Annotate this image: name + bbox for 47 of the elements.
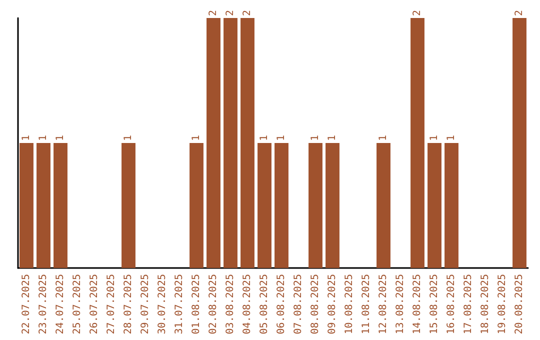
x-tick-label: 29.07.2025 [140, 274, 151, 334]
x-tick-label: 17.08.2025 [463, 274, 474, 334]
data-label: 1 [259, 134, 270, 141]
data-label: 1 [429, 134, 440, 141]
x-tick-label: 06.08.2025 [276, 274, 287, 334]
data-label: 1 [21, 134, 32, 141]
data-label: 2 [242, 10, 253, 16]
x-tick-label: 23.07.2025 [38, 274, 49, 334]
data-label: 2 [208, 10, 219, 16]
x-tick-label: 13.08.2025 [395, 274, 406, 334]
x-tick-label: 12.08.2025 [378, 274, 389, 334]
x-tick-label: 19.08.2025 [497, 274, 508, 334]
data-label: 2 [412, 10, 423, 16]
data-label: 1 [191, 134, 202, 141]
data-label: 1 [446, 134, 457, 141]
x-tick-label: 27.07.2025 [106, 274, 117, 334]
data-label: 1 [123, 134, 134, 141]
data-label: 1 [55, 134, 66, 141]
data-label: 1 [38, 134, 49, 141]
x-tick-label: 01.08.2025 [191, 274, 202, 334]
x-tick-label: 31.07.2025 [174, 274, 185, 334]
data-label: 1 [327, 134, 338, 141]
x-tick-label: 05.08.2025 [259, 274, 270, 334]
data-label: 1 [276, 134, 287, 141]
x-tick-label: 26.07.2025 [89, 274, 100, 334]
x-tick-label: 03.08.2025 [225, 274, 236, 334]
x-tick-label: 14.08.2025 [412, 274, 423, 334]
data-label: 1 [378, 134, 389, 141]
data-label: 1 [310, 134, 321, 141]
data-label: 2 [514, 10, 525, 16]
x-tick-label: 04.08.2025 [242, 274, 253, 334]
x-tick-label: 28.07.2025 [123, 274, 134, 334]
x-tick-label: 22.07.2025 [21, 274, 32, 334]
x-tick-label: 20.08.2025 [514, 274, 525, 334]
x-tick-label: 08.08.2025 [310, 274, 321, 334]
x-tick-label: 15.08.2025 [429, 274, 440, 334]
x-tick-label: 10.08.2025 [344, 274, 355, 334]
x-tick-label: 02.08.2025 [208, 274, 219, 334]
x-tick-label: 07.08.2025 [293, 274, 304, 334]
x-tick-label: 16.08.2025 [446, 274, 457, 334]
x-tick-label: 11.08.2025 [361, 274, 372, 334]
x-tick-label: 24.07.2025 [55, 274, 66, 334]
x-tick-label: 09.08.2025 [327, 274, 338, 334]
x-tick-label: 18.08.2025 [480, 274, 491, 334]
data-label: 2 [225, 10, 236, 16]
x-tick-label: 30.07.2025 [157, 274, 168, 334]
x-tick-label: 25.07.2025 [72, 274, 83, 334]
